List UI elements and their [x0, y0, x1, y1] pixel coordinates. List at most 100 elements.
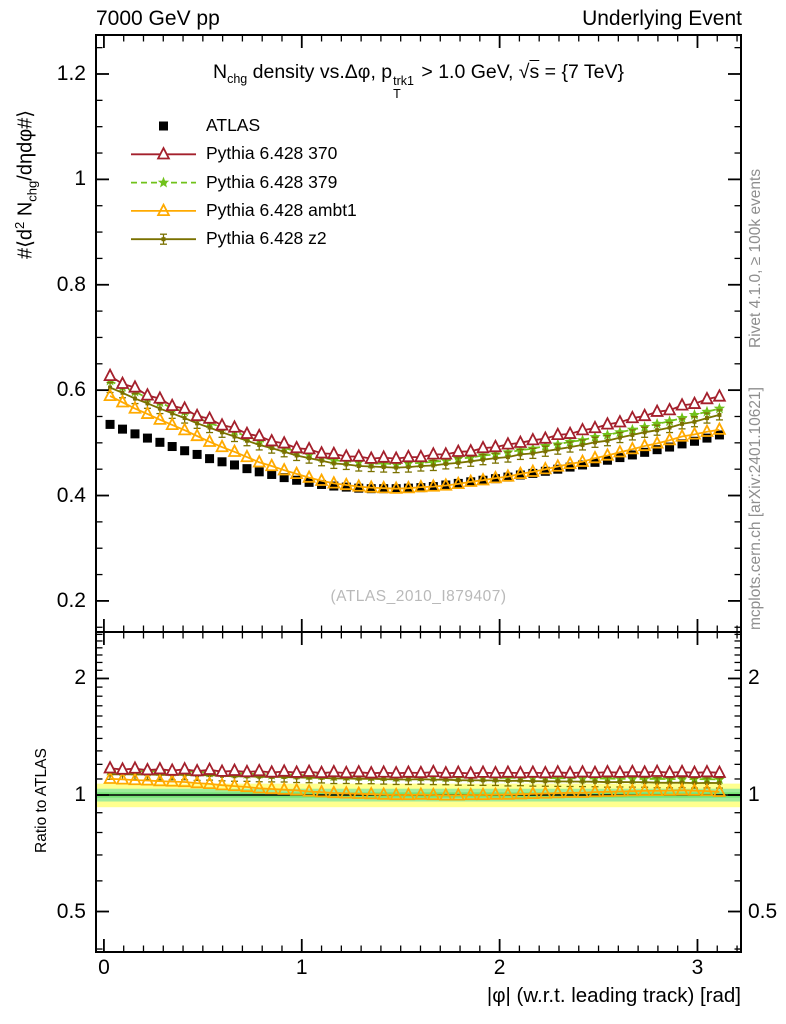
ratio-marker-pythia-6-428-z2	[344, 776, 349, 781]
series-marker-pythia-6-428-ambt1	[438, 477, 453, 491]
title-pt-sub: T	[393, 87, 401, 102]
series-marker-atlas	[279, 473, 289, 483]
x-axis-title: |φ| (w.r.t. leading track) [rad]	[486, 984, 741, 1007]
series-marker-pythia-6-428-ambt1	[190, 427, 204, 442]
series-marker-pythia-6-428-370	[115, 375, 130, 389]
series-marker-atlas	[192, 449, 202, 459]
ratio-marker-pythia-6-428-370	[177, 761, 192, 775]
y-ratio-tick-label-right: 2	[748, 666, 760, 690]
ratio-marker-pythia-6-428-ambt1	[202, 775, 217, 790]
ratio-marker-pythia-6-428-ambt1	[277, 781, 292, 795]
series-marker-pythia-6-428-ambt1	[488, 469, 503, 484]
series-marker-pythia-6-428-z2	[170, 411, 175, 416]
series-marker-atlas	[578, 460, 588, 470]
ratio-marker-pythia-6-428-ambt1	[687, 782, 702, 796]
series-marker-pythia-6-428-z2	[220, 430, 225, 435]
series-marker-pythia-6-428-z2	[282, 449, 287, 454]
series-marker-pythia-6-428-z2	[108, 385, 113, 390]
legend-label-atlas: ATLAS	[206, 115, 261, 135]
series-marker-pythia-6-428-370	[476, 439, 490, 454]
series-marker-pythia-6-428-370	[264, 433, 279, 447]
ratio-marker-pythia-6-428-370	[662, 764, 677, 778]
ratio-marker-pythia-6-428-ambt1	[550, 784, 565, 799]
series-marker-pythia-6-428-z2	[344, 462, 349, 467]
series-marker-pythia-6-428-370	[501, 436, 515, 450]
header: 7000 GeV pp Underlying Event	[96, 7, 742, 31]
series-marker-pythia-6-428-ambt1	[662, 432, 677, 446]
series-marker-pythia-6-428-370	[538, 430, 553, 444]
series-marker-pythia-6-428-370	[650, 403, 664, 417]
series-marker-pythia-6-428-z2	[655, 428, 660, 433]
title-observable: N	[212, 61, 228, 83]
series-line-pythia-6-428-ambt1	[109, 395, 720, 490]
series-marker-pythia-6-428-z2	[207, 425, 212, 430]
series-marker-pythia-6-428-z2	[157, 406, 162, 411]
y-ratio-tick-label-left: 2	[74, 666, 86, 690]
series-marker-atlas	[105, 419, 115, 429]
series-marker-pythia-6-428-ambt1	[513, 465, 528, 480]
legend-label-pythia-6-428-370: Pythia 6.428 370	[206, 143, 338, 164]
ratio-marker-pythia-6-428-ambt1	[389, 786, 404, 801]
ratio-panel-frame	[95, 631, 742, 953]
ratio-marker-pythia-6-428-ambt1	[140, 772, 155, 786]
ratio-marker-pythia-6-428-z2	[207, 773, 212, 778]
ratio-marker-pythia-6-428-ambt1	[675, 782, 689, 796]
series-marker-pythia-6-428-370	[675, 397, 689, 411]
series-marker-pythia-6-428-z2	[257, 442, 262, 447]
series-marker-atlas	[205, 454, 215, 464]
legend-label-pythia-6-428-ambt1: Pythia 6.428 ambt1	[206, 199, 357, 220]
y-main-tick-label: 0.8	[56, 272, 86, 296]
series-marker-pythia-6-428-ambt1	[700, 423, 714, 437]
legend-marker-pythia-6-428-370	[156, 146, 171, 160]
ratio-marker-pythia-6-428-370	[451, 764, 466, 778]
series-marker-atlas	[254, 467, 264, 477]
ratio-marker-pythia-6-428-ambt1	[190, 774, 204, 789]
series-marker-pythia-6-428-370	[451, 443, 466, 457]
series-marker-pythia-6-428-z2	[356, 464, 361, 469]
series-marker-atlas	[714, 430, 724, 440]
plot-title: Nchg density vs.Δφ, p trk1 T > 1.0 GeV, √s…	[96, 61, 741, 101]
ratio-marker-pythia-6-428-ambt1	[240, 778, 254, 793]
series-marker-pythia-6-428-370	[240, 425, 254, 439]
series-marker-pythia-6-428-z2	[493, 456, 498, 461]
ratio-marker-pythia-6-428-ambt1	[153, 773, 167, 787]
series-marker-pythia-6-428-z2	[331, 461, 336, 466]
series-marker-atlas	[565, 462, 575, 472]
series-marker-pythia-6-428-370	[563, 425, 577, 439]
ratio-marker-pythia-6-428-370	[712, 764, 727, 778]
series-marker-pythia-6-428-370	[103, 367, 117, 382]
ratio-marker-pythia-6-428-370	[650, 763, 664, 777]
series-marker-pythia-6-428-ambt1	[550, 458, 565, 472]
series-marker-pythia-6-428-379	[638, 421, 651, 432]
series-marker-pythia-6-428-379	[614, 426, 626, 438]
series-marker-pythia-6-428-379	[651, 417, 663, 429]
series-marker-atlas	[627, 450, 637, 460]
ratio-marker-pythia-6-428-ambt1	[376, 786, 391, 800]
ratio-marker-pythia-6-428-370	[252, 762, 267, 777]
legend-marker-pythia-6-428-ambt1	[156, 202, 171, 216]
series-marker-pythia-6-428-ambt1	[289, 465, 304, 480]
ratio-marker-pythia-6-428-z2	[282, 775, 287, 780]
ratio-marker-pythia-6-428-z2	[704, 780, 709, 785]
ratio-marker-pythia-6-428-z2	[356, 776, 361, 781]
ratio-marker-pythia-6-428-370	[438, 765, 453, 779]
series-marker-pythia-6-428-370	[339, 448, 354, 462]
ratio-marker-pythia-6-428-ambt1	[563, 784, 577, 798]
x-tick-label: 1	[295, 956, 308, 979]
series-marker-pythia-6-428-ambt1	[103, 387, 117, 402]
ratio-marker-pythia-6-428-z2	[493, 778, 498, 783]
series-marker-pythia-6-428-z2	[319, 458, 324, 463]
series-marker-pythia-6-428-370	[401, 448, 416, 463]
series-marker-pythia-6-428-z2	[431, 463, 436, 468]
series-marker-pythia-6-428-370	[289, 439, 304, 454]
series-marker-pythia-6-428-ambt1	[401, 479, 416, 494]
ratio-marker-pythia-6-428-ambt1	[177, 773, 192, 788]
note-rivet-version: Rivet 4.1.0, ≥ 100k events	[747, 168, 764, 348]
ratio-marker-pythia-6-428-ambt1	[451, 787, 466, 801]
series-marker-pythia-6-428-z2	[592, 440, 597, 445]
series-marker-atlas	[366, 484, 376, 494]
series-marker-atlas	[652, 445, 662, 455]
series-marker-pythia-6-428-ambt1	[227, 443, 242, 457]
